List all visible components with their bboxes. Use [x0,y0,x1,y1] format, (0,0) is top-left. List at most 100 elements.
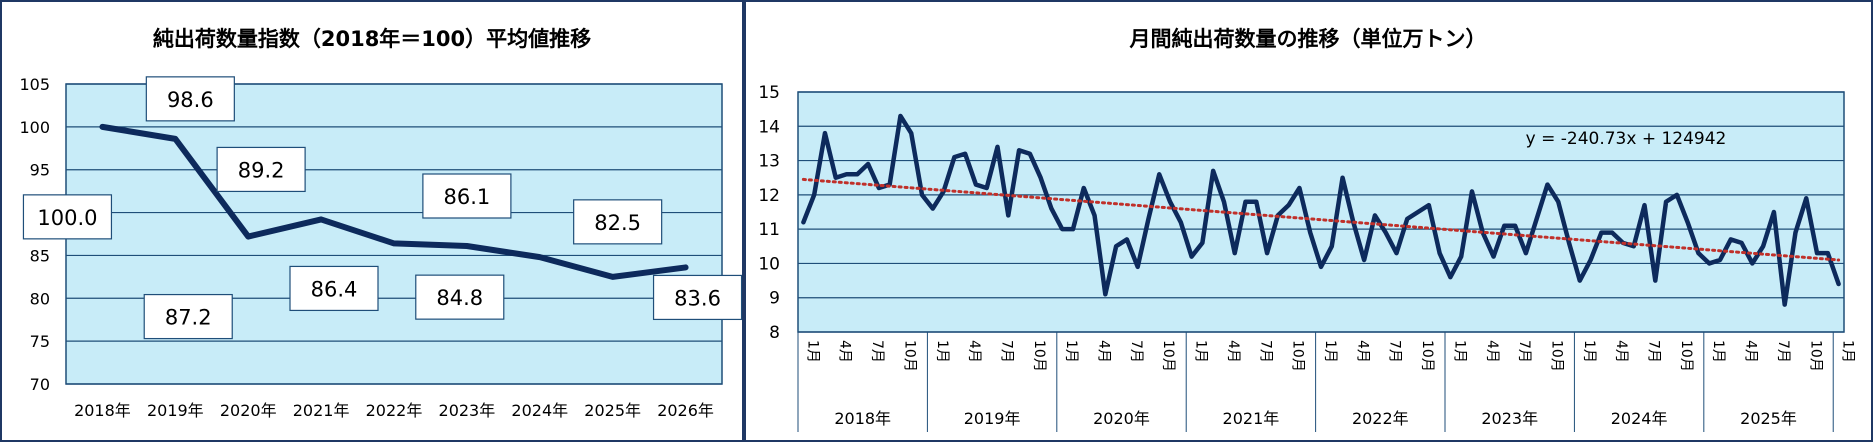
left-x-tick-label: 2023年 [439,401,496,420]
right-y-tick-label: 9 [769,289,780,309]
right-month-tick-label: 7月 [1775,340,1791,363]
left-y-tick-label: 100 [19,118,50,137]
right-month-tick-label: 4月 [1613,340,1629,363]
right-month-tick-label: 1月 [804,340,820,363]
data-label: 100.0 [37,206,97,230]
left-x-axis: 2018年 2019年 2020年 2021年 2022年 2023年 2024年 2025年… [74,401,714,420]
right-month-tick-label: 1月 [1840,340,1856,363]
data-label-box [415,274,505,320]
right-month-tick-label: 1月 [1451,340,1467,363]
data-label-box [422,173,512,219]
left-y-tick-label: 80 [30,289,50,308]
right-month-tick-label: 7月 [1387,340,1403,363]
index-series-line [99,123,689,280]
left-x-tick-label: 2019年 [147,401,204,420]
left-x-tick-label: 2026年 [657,401,714,420]
right-month-tick-label: 10月 [1290,340,1306,372]
right-year-label: 2024年 [1611,409,1668,428]
right-month-tick-label: 10月 [1160,340,1176,372]
right-month-tick-label: 4月 [1354,340,1370,363]
left-chart-title: 純出荷数量指数（2018年＝100）平均値推移 [153,27,591,51]
left-y-tick-label: 95 [30,161,50,180]
left-y-tick-label: 75 [30,332,50,351]
right-year-label: 2022年 [1352,409,1409,428]
right-month-tick-label: 1月 [1710,340,1726,363]
right-year-label: 2021年 [1223,409,1280,428]
right-series [801,113,1841,307]
right-month-tick-label: 7月 [998,340,1014,363]
right-year-label: 2023年 [1481,409,1538,428]
trendline [801,177,1841,262]
left-x-tick-label: 2025年 [584,401,641,420]
right-y-tick-label: 11 [758,220,780,240]
data-label-box [216,146,306,193]
left-y-tick-label: 105 [19,75,50,94]
right-month-tick-label: 4月 [1096,340,1112,363]
data-label: 83.6 [674,286,721,310]
monthly-volume-chart: 月間純出荷数量の推移（単位万トン） 8 9 10 11 12 13 14 15 2018年 1月… [758,27,1856,432]
right-month-tick-label: 10月 [1678,340,1694,372]
data-label: 82.5 [594,211,641,235]
right-month-tick-label: 10月 [901,340,917,372]
right-month-tick-label: 7月 [1257,340,1273,363]
left-y-tick-label: 70 [30,375,50,394]
left-data-labels: 100.0 98.6 87.2 89.2 86.4 86.1 84.8 82.5 83.6 [22,76,743,340]
data-label-box [573,199,663,245]
left-y-tick-label: 85 [30,246,50,265]
data-label: 84.8 [436,286,483,310]
data-label-box [22,194,113,240]
left-series [99,123,689,280]
right-month-tick-label: 1月 [1063,340,1079,363]
right-chart-title: 月間純出荷数量の推移（単位万トン） [1129,27,1487,51]
left-x-tick-label: 2020年 [220,401,277,420]
right-y-tick-label: 13 [758,152,780,172]
right-month-tick-label: 4月 [1225,340,1241,363]
left-x-tick-label: 2022年 [366,401,423,420]
data-label-box [143,293,233,340]
left-x-tick-label: 2024年 [511,401,568,420]
right-month-tick-label: 1月 [1322,340,1338,363]
right-y-tick-label: 14 [758,117,780,137]
right-month-tick-label: 4月 [966,340,982,363]
right-chart-panel: 月間純出荷数量の推移（単位万トン） 8 9 10 11 12 13 14 15 2018年 1月… [744,0,1873,442]
right-y-tick-label: 10 [758,254,780,274]
left-chart-panel: 純出荷数量指数（2018年＝100）平均値推移 7075808590951001… [0,0,744,442]
right-month-tick-label: 4月 [1484,340,1500,363]
right-month-tick-label: 7月 [1128,340,1144,363]
right-month-tick-label: 4月 [837,340,853,363]
right-month-tick-label: 10月 [1031,340,1047,372]
left-x-tick-label: 2021年 [293,401,350,420]
right-month-tick-label: 4月 [1743,340,1759,363]
left-gridlines [66,83,722,385]
right-plot-area [797,91,1845,333]
right-year-label: 2020年 [1093,409,1150,428]
right-year-label: 2025年 [1740,409,1797,428]
right-month-tick-label: 1月 [934,340,950,363]
data-label: 86.1 [444,185,491,209]
right-x-axis: 2018年 1月 4月 7月 10月 2019年 1月 4月 7月 10月 2020年 1月 4月 7月 1… [797,332,1856,432]
data-label-box [145,76,235,122]
right-month-tick-label: 10月 [1548,340,1564,372]
right-month-tick-label: 10月 [1807,340,1823,372]
monthly-series-line [801,113,1841,307]
left-x-tick-label: 2018年 [74,401,131,420]
data-label-box [289,265,379,312]
right-y-axis: 8 9 10 11 12 13 14 15 [758,83,780,343]
right-month-tick-label: 7月 [1516,340,1532,363]
right-month-tick-label: 1月 [1581,340,1597,363]
right-month-tick-label: 10月 [1419,340,1435,372]
data-label: 87.2 [165,306,212,330]
right-month-tick-label: 1月 [1193,340,1209,363]
left-y-axis: 707580859095100105 [19,75,50,394]
right-month-tick-label: 7月 [869,340,885,363]
right-year-label: 2019年 [964,409,1021,428]
data-label: 89.2 [238,158,285,182]
right-gridlines [798,91,1844,333]
trendline-equation: y = -240.73x + 124942 [1526,129,1727,149]
data-label: 86.4 [311,277,358,301]
right-month-tick-label: 7月 [1646,340,1662,363]
data-label-box [652,274,743,321]
right-year-label: 2018年 [834,409,891,428]
data-label: 98.6 [167,88,214,112]
